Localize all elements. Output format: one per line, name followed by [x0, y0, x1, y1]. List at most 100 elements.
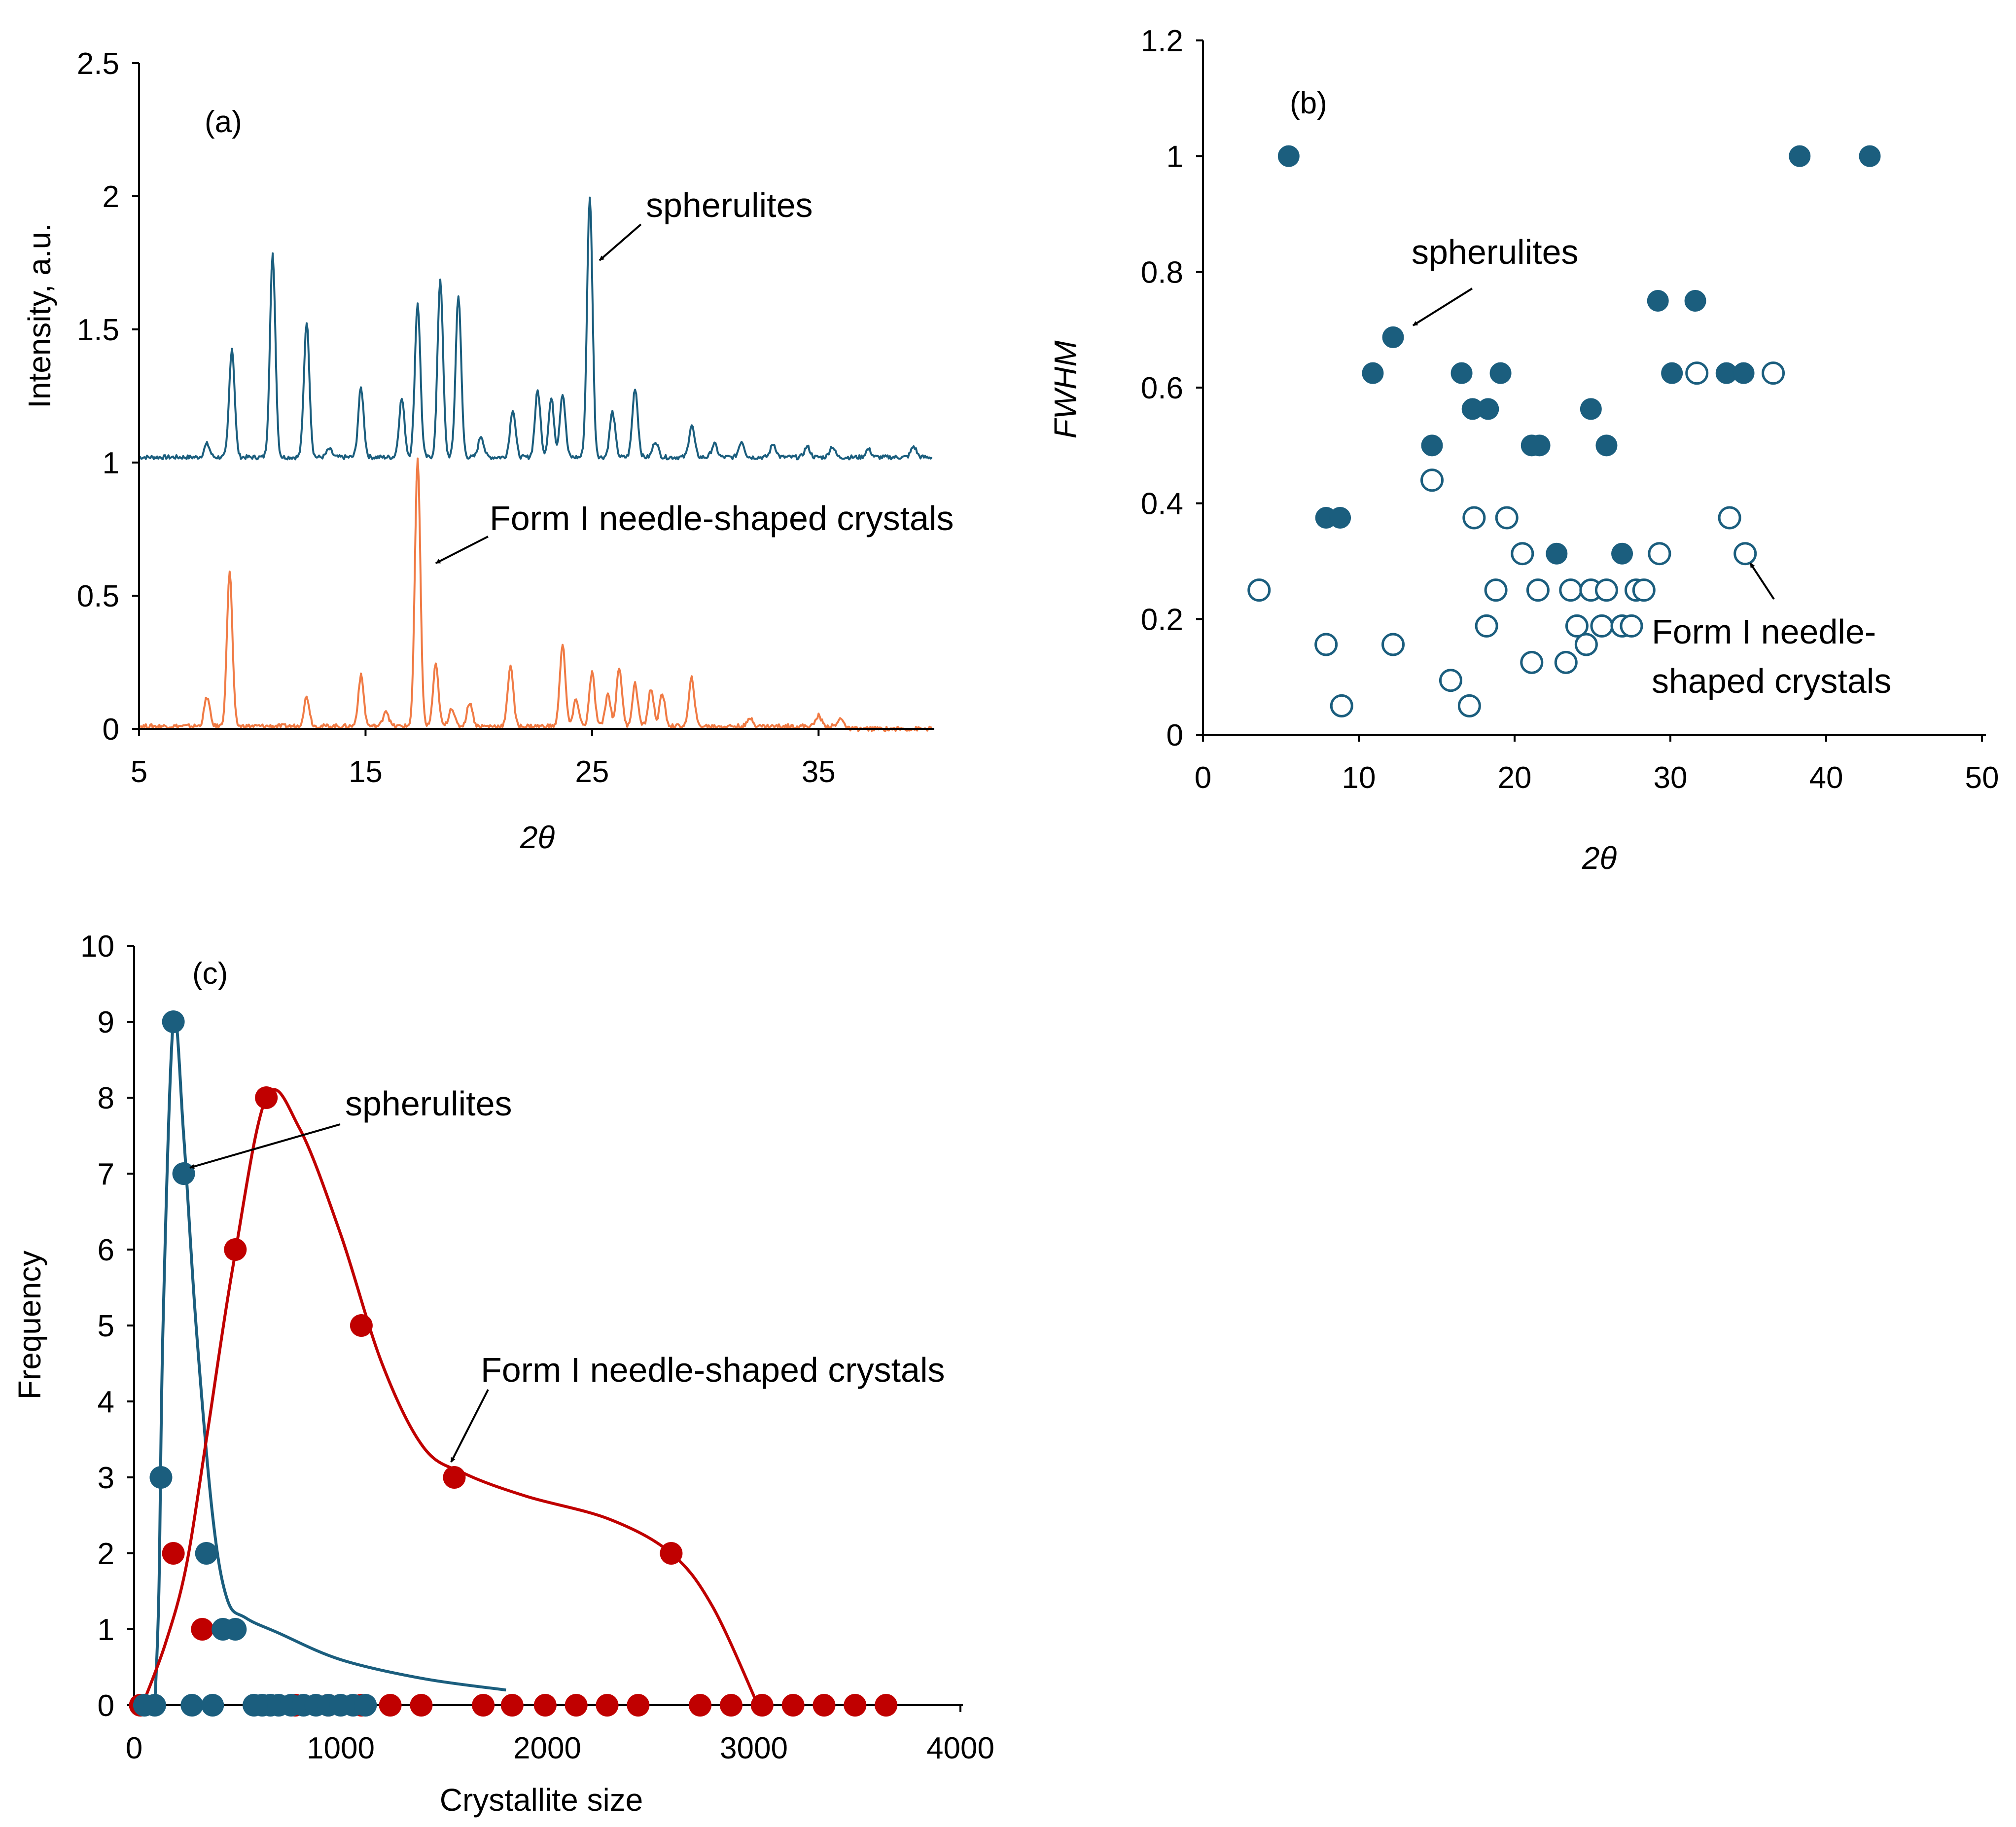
c-curve-spherulites: [153, 1014, 506, 1706]
c-point-form-i: [500, 1694, 524, 1717]
x-tick-label: 50: [1965, 761, 1999, 795]
b-arrow-form-i: [1749, 562, 1775, 600]
c-point-form-i: [350, 1314, 373, 1337]
c-point-form-i: [224, 1238, 247, 1261]
y-tick-label: 9: [98, 1005, 114, 1039]
y-tick-label: 8: [98, 1081, 114, 1115]
b-point-form-i: [1330, 694, 1353, 717]
a-series-layer: [138, 196, 933, 732]
x-tick-label: 40: [1809, 761, 1843, 795]
b-panel-label: (b): [1290, 86, 1327, 120]
b-point-form-i: [1420, 468, 1444, 492]
c-point-form-i: [533, 1694, 557, 1717]
c-curve-form-i: [141, 1088, 760, 1706]
y-tick-label: 0: [103, 713, 119, 747]
b-point-form-i: [1620, 614, 1643, 638]
x-tick-label: 15: [349, 755, 383, 789]
c-y-axis-title: Frequency: [12, 1251, 47, 1399]
c-annotation-spherulites: spherulites: [345, 1084, 512, 1123]
c-point-spherulites: [354, 1694, 377, 1717]
c-point-form-i: [191, 1618, 214, 1641]
c-point-spherulites: [172, 1162, 195, 1185]
c-point-form-i: [844, 1694, 867, 1717]
y-tick-label: 0.6: [1141, 371, 1183, 405]
y-tick-label: 2.5: [77, 47, 119, 81]
b-point-spherulites: [1382, 326, 1404, 348]
a-y-axis-title: Intensity, a.u.: [22, 223, 57, 408]
a-series-line-spherulites: [139, 196, 933, 461]
c-point-spherulites: [224, 1618, 247, 1641]
b-annotation-form-i-line1: Form I needle-: [1652, 612, 1876, 651]
c-y-ticks: 0 1 2 3 4 5 6 7 8 9 10: [80, 930, 134, 1723]
b-point-form-i: [1565, 614, 1589, 638]
x-tick-label: 30: [1654, 761, 1688, 795]
x-tick-label: 4000: [926, 1731, 994, 1765]
b-point-spherulites: [1789, 145, 1811, 167]
c-panel-label: (c): [192, 957, 228, 991]
y-tick-label: 6: [98, 1233, 114, 1267]
c-x-axis-title: Crystallite size: [440, 1782, 643, 1818]
b-point-form-i: [1590, 614, 1614, 638]
y-tick-label: 7: [98, 1157, 114, 1191]
b-point-form-i: [1559, 578, 1583, 602]
c-point-form-i: [162, 1542, 185, 1565]
c-arrow-form-i: [450, 1389, 489, 1463]
y-tick-label: 0.2: [1141, 603, 1183, 637]
b-point-form-i: [1718, 506, 1741, 530]
b-point-form-i: [1475, 614, 1498, 638]
panel-b-fwhm-scatter: 0 10 20 30 40 50 0 0.2 0.4 0.6 0.8 1 1.2 (b) 2θ FWH…: [1048, 24, 1999, 876]
b-point-form-i: [1574, 633, 1598, 656]
c-point-form-i: [689, 1694, 712, 1717]
y-tick-label: 1: [1167, 140, 1183, 174]
y-tick-label: 10: [80, 930, 114, 964]
a-arrow-form-i: [435, 536, 489, 564]
b-point-form-i: [1495, 506, 1519, 530]
c-arrow-spherulites: [189, 1123, 341, 1169]
c-point-form-i: [410, 1694, 433, 1717]
b-point-spherulites: [1580, 398, 1602, 420]
panel-a-xrd-patterns: 5 15 25 35 0 0.5 1 1.5 2 2.5 (a) 2θ Intensity, a…: [22, 47, 954, 855]
y-tick-label: 2: [103, 180, 119, 214]
c-point-spherulites: [195, 1542, 218, 1565]
x-tick-label: 25: [575, 755, 609, 789]
panel-c-size-distribution: 0 1000 2000 3000 4000 0 1 2 3 4 5 6 7 8 9 10 (c) Cryst…: [12, 930, 994, 1818]
b-point-form-i: [1457, 694, 1481, 717]
c-point-form-i: [750, 1694, 774, 1717]
c-point-spherulites: [201, 1694, 224, 1717]
c-point-form-i: [813, 1694, 836, 1717]
a-annotation-form-i: Form I needle-shaped crystals: [490, 499, 954, 537]
x-tick-label: 0: [126, 1731, 142, 1765]
b-point-spherulites: [1546, 542, 1568, 565]
c-point-form-i: [379, 1694, 402, 1717]
a-panel-label: (a): [205, 105, 242, 139]
b-point-spherulites: [1362, 362, 1384, 384]
b-point-spherulites: [1277, 145, 1300, 167]
c-x-ticks: 0 1000 2000 3000 4000: [126, 1705, 994, 1765]
y-tick-label: 5: [98, 1309, 114, 1343]
b-point-spherulites: [1611, 542, 1633, 565]
c-point-form-i: [472, 1694, 495, 1717]
x-tick-label: 2000: [513, 1731, 581, 1765]
c-point-form-i: [781, 1694, 805, 1717]
b-point-spherulites: [1421, 434, 1443, 457]
y-tick-label: 0: [98, 1689, 114, 1723]
b-point-spherulites: [1647, 290, 1669, 312]
b-point-spherulites: [1450, 362, 1473, 384]
b-point-spherulites: [1733, 362, 1755, 384]
x-tick-label: 35: [802, 755, 836, 789]
c-point-form-i: [255, 1086, 278, 1109]
x-tick-label: 10: [1342, 761, 1376, 795]
y-tick-label: 0.4: [1141, 487, 1183, 521]
b-point-form-i: [1314, 633, 1338, 656]
b-point-form-i: [1439, 669, 1462, 692]
y-tick-label: 3: [98, 1461, 114, 1495]
b-point-form-i: [1762, 361, 1785, 385]
b-point-spherulites: [1595, 434, 1618, 457]
b-point-spherulites: [1859, 145, 1881, 167]
b-point-form-i: [1594, 578, 1618, 602]
c-annotation-form-i: Form I needle-shaped crystals: [481, 1351, 945, 1389]
y-tick-label: 1.5: [77, 313, 119, 347]
b-point-form-i: [1462, 506, 1486, 530]
b-point-form-i: [1381, 633, 1405, 656]
